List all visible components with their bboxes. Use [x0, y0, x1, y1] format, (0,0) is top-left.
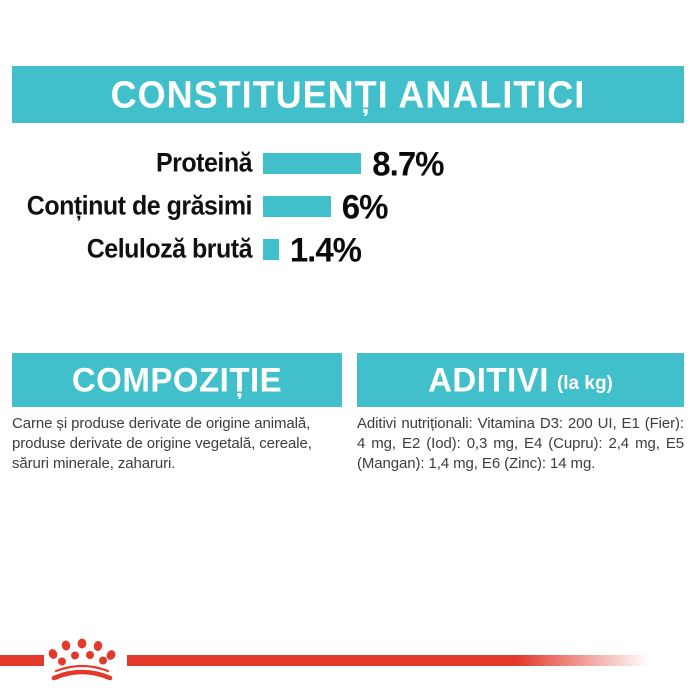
composition-title: COMPOZIȚIE	[71, 360, 283, 399]
composition-body: Carne și produse derivate de origine ani…	[12, 415, 312, 472]
chart-value-label: 8.7%	[372, 143, 444, 183]
analytical-constituents-title: CONSTITUENȚI ANALITICI	[110, 72, 586, 116]
composition-header: COMPOZIȚIE	[12, 353, 342, 407]
footer-stripe-right	[127, 655, 660, 666]
chart-row: Conținut de grăsimi 6%	[12, 185, 684, 228]
chart-value-label: 1.4%	[289, 229, 362, 269]
additives-title: ADITIVI	[428, 360, 549, 399]
chart-bar	[263, 153, 362, 174]
additives-subtitle: (la kg)	[556, 373, 613, 394]
chart-row: Celuloză brută 1.4%	[12, 228, 684, 271]
chart-category-label: Celuloză brută	[86, 233, 253, 265]
additives-header: ADITIVI (la kg)	[357, 353, 684, 407]
additives-body: Aditivi nutriționali: Vitamina D3: 200 U…	[357, 415, 684, 472]
crown-paw-logo-icon	[48, 638, 116, 681]
chart-bar	[263, 239, 279, 260]
additives-section: ADITIVI (la kg) Aditivi nutriționali: Vi…	[357, 353, 684, 474]
composition-section: COMPOZIȚIE Carne și produse derivate de …	[12, 353, 342, 474]
chart-row: Proteină 8.7%	[12, 142, 684, 185]
footer-stripe-left	[0, 655, 44, 666]
constituents-chart: Proteină 8.7% Conținut de grăsimi 6% Celuloz…	[12, 142, 684, 271]
chart-bar	[263, 196, 331, 217]
chart-value-label: 6%	[341, 186, 389, 226]
chart-category-label: Proteină	[155, 147, 253, 179]
chart-category-label: Conținut de grăsimi	[26, 190, 253, 222]
analytical-constituents-header: CONSTITUENȚI ANALITICI	[12, 66, 684, 123]
